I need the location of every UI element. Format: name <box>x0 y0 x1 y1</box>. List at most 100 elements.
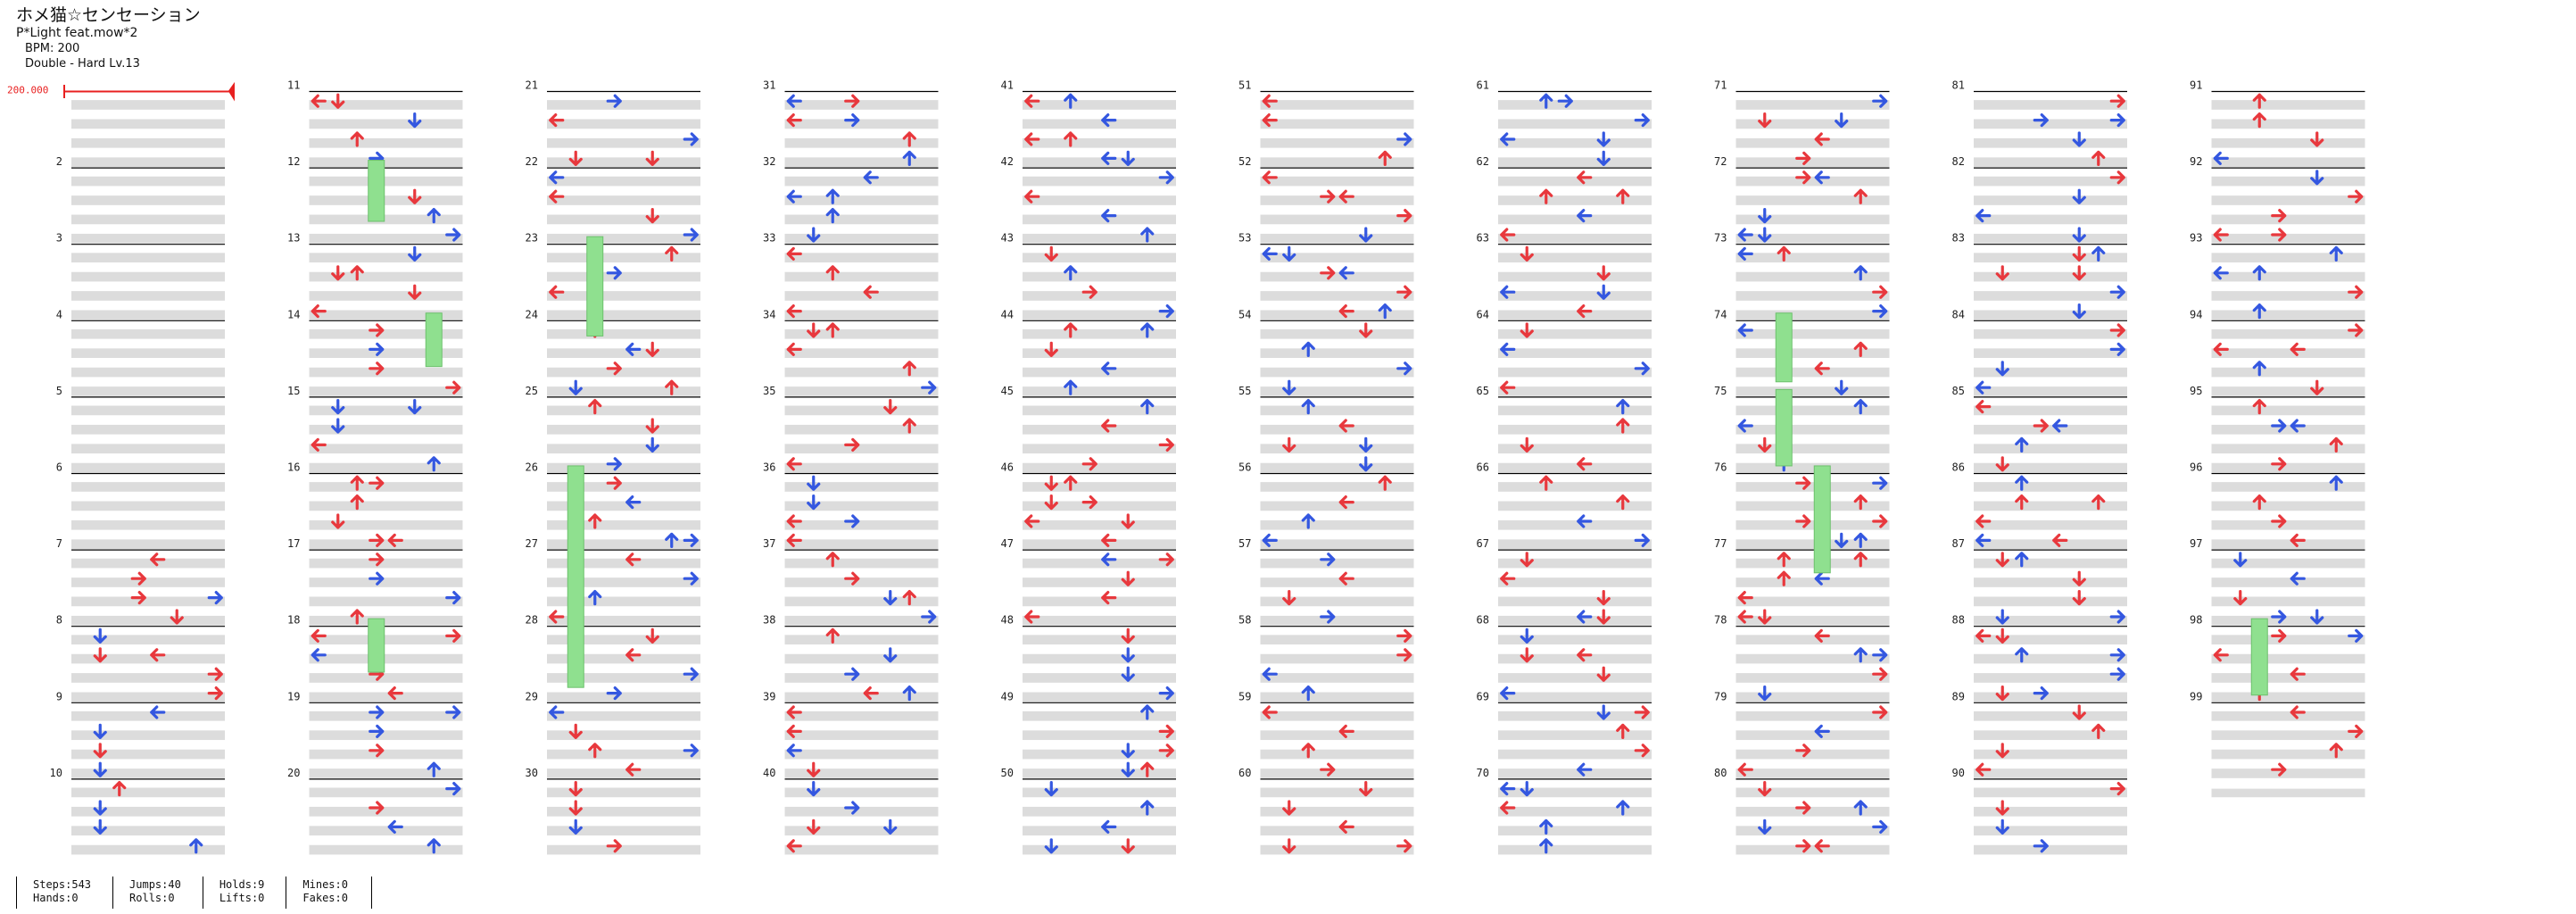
step-arrow <box>1044 475 1058 491</box>
step-arrow <box>606 457 622 471</box>
beat-stripe <box>547 386 700 396</box>
step-arrow <box>786 744 802 758</box>
beat-stripe <box>547 653 700 664</box>
measure-number: 20 <box>287 767 300 779</box>
step-arrow <box>1795 151 1811 165</box>
step-arrow <box>2310 170 2324 186</box>
measure-stripe <box>2211 788 2365 798</box>
beat-stripe <box>1735 596 1890 607</box>
beat-stripe <box>547 673 700 683</box>
measure-number: 18 <box>287 614 300 627</box>
beat-stripe <box>784 673 939 683</box>
beat-stripe <box>784 615 939 626</box>
step-arrow <box>683 132 699 146</box>
beat-stripe <box>1260 271 1414 282</box>
beat-stripe <box>1260 826 1414 836</box>
measure-number: 33 <box>763 232 775 245</box>
beat-stripe <box>1023 462 1176 473</box>
beat-stripe <box>71 635 225 645</box>
step-arrow <box>1577 209 1593 223</box>
stat-group-holds: Holds:9 Lifts:0 <box>202 877 286 909</box>
beat-stripe <box>1974 749 2127 760</box>
measure-number: 6 <box>56 461 62 474</box>
step-arrow <box>1320 553 1336 567</box>
step-arrow <box>2271 762 2287 777</box>
step-arrow <box>1596 589 1611 606</box>
beat-stripe <box>547 291 700 301</box>
step-arrow <box>786 94 802 108</box>
step-arrow <box>1320 762 1336 777</box>
step-arrow <box>445 705 461 719</box>
step-arrow <box>1520 627 1534 644</box>
step-arrow <box>369 744 385 758</box>
step-arrow <box>1975 628 1992 644</box>
step-arrow <box>786 705 802 719</box>
beat-stripe <box>309 577 463 587</box>
step-arrow <box>2233 552 2248 568</box>
beat-stripe <box>1023 195 1176 205</box>
beat-stripe <box>784 710 939 721</box>
beat-stripe <box>1735 271 1890 282</box>
beat-stripe <box>2211 348 2365 359</box>
step-arrow <box>825 265 840 281</box>
step-arrow <box>2072 131 2086 147</box>
step-arrow <box>2015 552 2029 568</box>
beat-stripe <box>71 482 225 492</box>
measure-number: 97 <box>2190 537 2202 550</box>
beat-stripe <box>1735 558 1890 569</box>
beat-stripe <box>784 253 939 263</box>
beat-stripe <box>2211 615 2365 626</box>
beat-stripe <box>1735 826 1890 836</box>
beat-stripe <box>1498 195 1652 205</box>
step-arrow <box>1140 704 1155 720</box>
step-arrow <box>1853 532 1868 549</box>
beat-stripe <box>2211 328 2365 339</box>
step-arrow <box>2271 457 2287 471</box>
beat-stripe <box>784 424 939 435</box>
beat-stripe <box>1735 710 1890 721</box>
step-arrow <box>665 245 679 262</box>
beat-stripe <box>547 462 700 473</box>
beat-stripe <box>2211 100 2365 110</box>
step-arrow <box>2072 303 2086 320</box>
measure-number: 25 <box>526 385 538 397</box>
beat-stripe <box>71 749 225 760</box>
step-arrow <box>1378 150 1392 166</box>
measure-number: 48 <box>1001 614 1014 627</box>
measure-number: 60 <box>1238 767 1251 779</box>
stat-holds: Holds:9 <box>219 878 265 891</box>
step-arrow <box>568 780 583 797</box>
measure-number: 41 <box>1001 79 1014 92</box>
beat-stripe <box>309 271 463 282</box>
beat-stripe <box>547 635 700 645</box>
beat-stripe <box>1498 482 1652 492</box>
step-arrow <box>1737 246 1753 261</box>
step-arrow <box>2109 610 2125 624</box>
beat-stripe <box>1735 100 1890 110</box>
beat-stripe <box>1974 482 2127 492</box>
step-arrow <box>1616 399 1630 415</box>
step-arrow <box>1064 379 1078 395</box>
step-arrow <box>807 780 821 797</box>
measure-number: 76 <box>1714 461 1727 474</box>
beat-stripe <box>309 310 463 320</box>
beat-stripe <box>547 253 700 263</box>
step-arrow <box>1616 188 1630 204</box>
measure-number: 7 <box>56 537 62 550</box>
beat-stripe <box>1498 176 1652 187</box>
beat-stripe <box>784 444 939 454</box>
beat-stripe <box>309 769 463 778</box>
step-arrow <box>1140 399 1155 415</box>
step-arrow <box>1359 780 1373 797</box>
beat-stripe <box>1735 519 1890 530</box>
step-arrow <box>1282 436 1296 453</box>
step-arrow <box>1064 475 1078 491</box>
step-arrow <box>2072 589 2086 606</box>
beat-stripe <box>1735 787 1890 798</box>
step-arrow <box>883 647 898 663</box>
step-arrow <box>863 170 879 185</box>
measure-number: 79 <box>1714 690 1727 702</box>
beat-stripe <box>1023 405 1176 416</box>
step-arrow <box>2290 705 2306 719</box>
step-arrow <box>331 418 345 434</box>
